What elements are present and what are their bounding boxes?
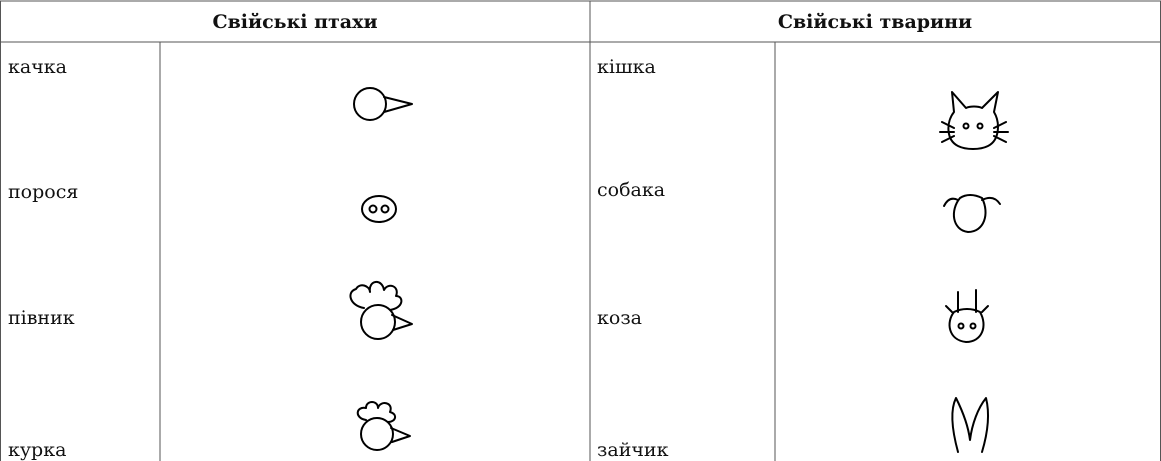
word-label: кішка bbox=[597, 56, 656, 78]
rooster-drawing bbox=[349, 281, 413, 340]
column-header: Свійські тварини bbox=[778, 11, 972, 33]
cat-drawing bbox=[939, 91, 1009, 150]
word-label: курка bbox=[8, 439, 66, 461]
dog-drawing bbox=[943, 194, 1001, 233]
word-label: коза bbox=[597, 307, 642, 329]
word-label: зайчик bbox=[597, 439, 669, 461]
goat-drawing bbox=[945, 289, 989, 343]
pig-drawing bbox=[361, 195, 397, 223]
hen-drawing bbox=[356, 401, 411, 451]
duck-drawing bbox=[353, 87, 413, 121]
word-label: качка bbox=[8, 56, 67, 78]
word-label: порося bbox=[8, 181, 78, 203]
rabbit-drawing bbox=[951, 397, 990, 453]
column-header: Свійські птахи bbox=[212, 11, 377, 33]
word-label: собака bbox=[597, 179, 665, 201]
word-label: півник bbox=[8, 307, 75, 329]
